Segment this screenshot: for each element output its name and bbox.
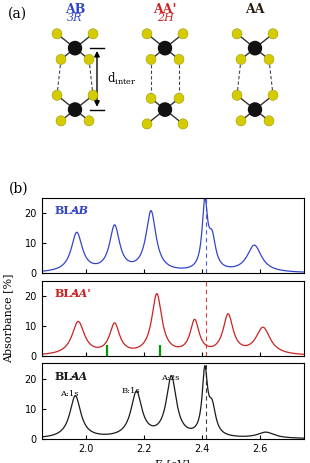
Circle shape xyxy=(146,54,156,64)
Circle shape xyxy=(56,54,66,64)
Circle shape xyxy=(232,90,242,100)
Text: AA': AA' xyxy=(71,288,92,299)
Text: BL-: BL- xyxy=(55,288,77,299)
Text: A:2s: A:2s xyxy=(161,374,179,382)
Circle shape xyxy=(142,119,152,129)
Text: 2H: 2H xyxy=(157,13,173,23)
Circle shape xyxy=(249,42,262,55)
Circle shape xyxy=(52,90,62,100)
Circle shape xyxy=(174,54,184,64)
Text: BL-: BL- xyxy=(55,205,77,216)
Circle shape xyxy=(264,54,274,64)
Circle shape xyxy=(142,29,152,39)
Circle shape xyxy=(236,116,246,126)
Circle shape xyxy=(264,116,274,126)
Text: BL-: BL- xyxy=(55,371,77,382)
Circle shape xyxy=(268,90,278,100)
Text: AB: AB xyxy=(65,3,85,16)
Circle shape xyxy=(84,116,94,126)
Text: d$_{\mathregular{inter}}$: d$_{\mathregular{inter}}$ xyxy=(107,71,137,87)
Circle shape xyxy=(268,29,278,39)
Circle shape xyxy=(158,103,171,116)
Circle shape xyxy=(56,116,66,126)
Text: AB: AB xyxy=(71,205,89,216)
Circle shape xyxy=(174,93,184,103)
Circle shape xyxy=(84,54,94,64)
Text: (a): (a) xyxy=(8,7,27,21)
Circle shape xyxy=(178,119,188,129)
Circle shape xyxy=(232,29,242,39)
Text: 3R: 3R xyxy=(67,13,83,23)
Text: A:1s: A:1s xyxy=(60,390,79,398)
X-axis label: E [eV]: E [eV] xyxy=(155,459,190,463)
Circle shape xyxy=(236,54,246,64)
Text: B:1s: B:1s xyxy=(121,387,140,395)
Circle shape xyxy=(88,29,98,39)
Text: AA': AA' xyxy=(153,3,177,16)
Circle shape xyxy=(69,103,82,116)
Circle shape xyxy=(52,29,62,39)
Circle shape xyxy=(249,103,262,116)
Circle shape xyxy=(158,42,171,55)
Text: AA: AA xyxy=(71,371,88,382)
Circle shape xyxy=(69,42,82,55)
Text: AA: AA xyxy=(245,3,265,16)
Circle shape xyxy=(146,93,156,103)
Text: (b): (b) xyxy=(9,181,29,195)
Text: Absorbance [%]: Absorbance [%] xyxy=(3,274,13,363)
Circle shape xyxy=(88,90,98,100)
Circle shape xyxy=(178,29,188,39)
